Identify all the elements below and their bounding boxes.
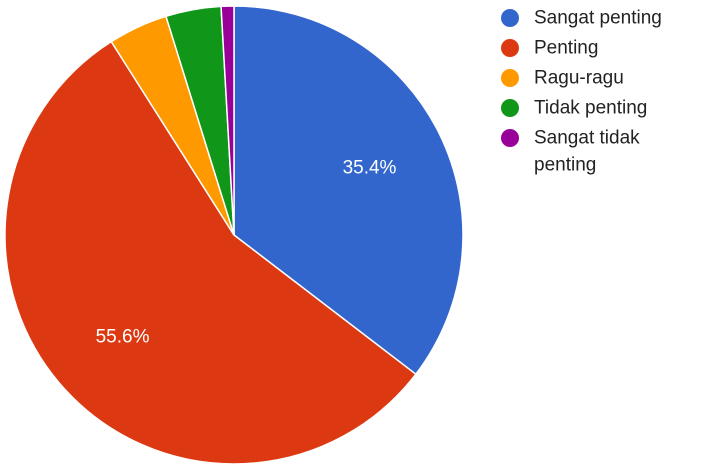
- legend-marker-2: [501, 39, 519, 57]
- legend-label-1[interactable]: Sangat penting: [534, 8, 662, 29]
- legend-label-4[interactable]: Tidak penting: [534, 98, 647, 119]
- pie-slice-5[interactable]: [220, 5, 235, 236]
- pie-slices: [4, 5, 464, 465]
- slice-label-1: 35.4%: [343, 158, 397, 179]
- slice-labels: 35.4% 55.6%: [96, 158, 397, 348]
- legend-marker-1: [501, 9, 519, 27]
- legend-label-5-line-1[interactable]: Sangat tidak: [534, 128, 640, 149]
- legend-label-2[interactable]: Penting: [534, 38, 598, 59]
- legend-marker-3: [501, 69, 519, 87]
- pie-slice-2[interactable]: [4, 40, 417, 465]
- legend: Sangat penting Penting Ragu-ragu Tidak pent…: [501, 8, 662, 176]
- legend-label-3[interactable]: Ragu-ragu: [534, 68, 624, 89]
- slice-label-2: 55.6%: [96, 327, 150, 348]
- pie-slice-1[interactable]: [233, 5, 464, 376]
- legend-marker-4: [501, 99, 519, 117]
- legend-label-5-line-2[interactable]: penting: [534, 155, 596, 176]
- legend-marker-5: [501, 129, 519, 147]
